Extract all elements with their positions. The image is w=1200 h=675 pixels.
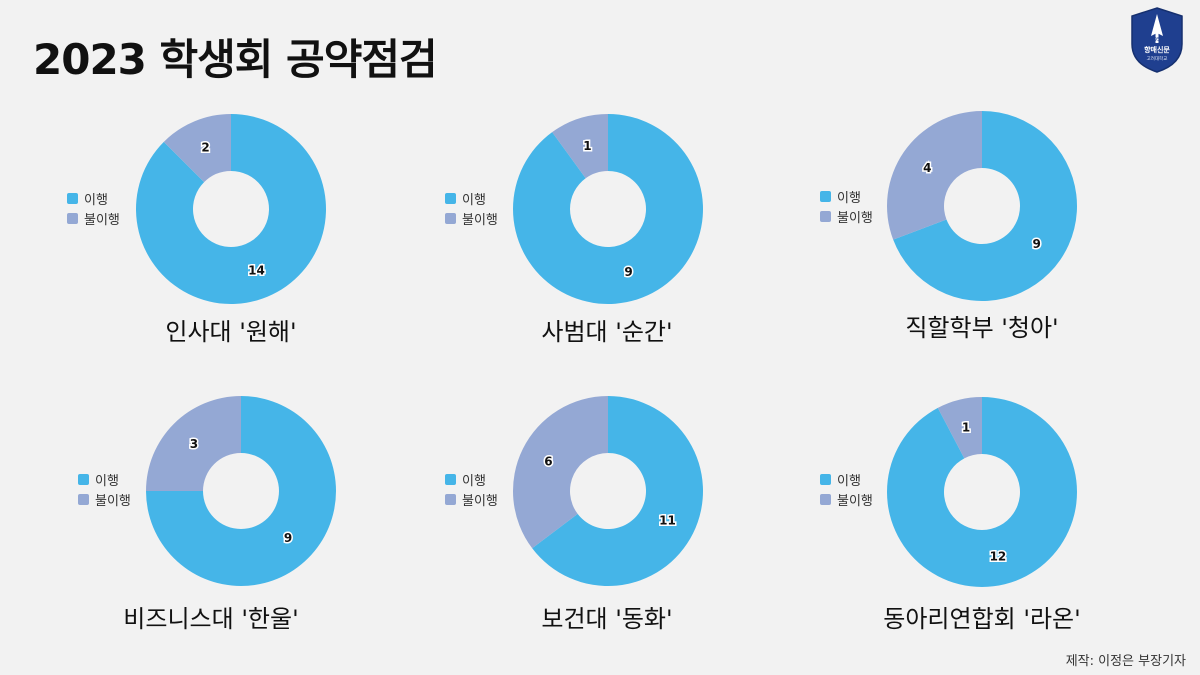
legend-swatch-implemented (67, 192, 78, 204)
legend-label-implemented: 이행 (462, 192, 486, 208)
newspaper-logo: 1954 향매신문 고려대학교 (1131, 7, 1183, 73)
slice-not-implemented (937, 397, 982, 459)
legend-swatch-not-implemented (445, 212, 456, 224)
logo-sub: 고려대학교 (1147, 55, 1168, 62)
legend-swatch-not-implemented (820, 493, 831, 505)
legend-item-not-implemented: 불이행 (820, 206, 873, 226)
legend-item-implemented: 이행 (445, 469, 498, 489)
slice-label-not-implemented: 3 (190, 437, 198, 451)
legend-item-not-implemented: 불이행 (820, 489, 873, 509)
donut-chart: 14 2 (136, 114, 326, 305)
chart-title: 동아리연합회 '라온' (883, 605, 1081, 633)
legend-swatch-implemented (820, 190, 831, 202)
slice-label-not-implemented: 1 (583, 139, 591, 153)
legend-swatch-not-implemented (820, 210, 831, 222)
legend-label-implemented: 이행 (84, 192, 108, 208)
legend-label-not-implemented: 불이행 (462, 212, 498, 228)
donut-chart: 91 (513, 114, 703, 304)
legend-label-not-implemented: 불이행 (837, 210, 873, 226)
credit-text: 제작: 이정은 부장기자 (1065, 654, 1186, 669)
slice-implemented (136, 114, 326, 305)
chart-panel-1: 이행 불이행 14 2 인사대 '원해' (65, 110, 365, 370)
slice-label-implemented: 11 (659, 514, 676, 528)
logo-name: 향매신문 (1144, 45, 1170, 54)
legend-label-implemented: 이행 (95, 473, 119, 489)
slice-not-implemented (513, 396, 608, 549)
legend-swatch-not-implemented (445, 493, 456, 505)
legend: 이행 불이행 (445, 469, 498, 509)
slice-label-implemented: 14 (248, 263, 265, 277)
legend-swatch-implemented (445, 473, 456, 485)
legend-swatch-implemented (820, 473, 831, 485)
legend-item-not-implemented: 불이행 (445, 208, 498, 228)
legend-label-not-implemented: 불이행 (95, 493, 131, 509)
legend: 이행 불이행 (78, 469, 131, 509)
legend-label-not-implemented: 불이행 (462, 493, 498, 509)
donut-chart: 94 (887, 111, 1077, 301)
slice-label-not-implemented: 1 (962, 420, 970, 434)
slice-not-implemented (552, 114, 608, 179)
chart-title: 직할학부 '청아' (905, 314, 1059, 342)
chart-title: 인사대 '원해' (165, 318, 297, 346)
slice-implemented (146, 396, 336, 586)
legend-swatch-implemented (78, 473, 89, 485)
legend-item-not-implemented: 불이행 (78, 489, 131, 509)
donut-chart: 93 (146, 396, 336, 586)
slice-label-implemented: 9 (1033, 237, 1041, 251)
slice-not-implemented (146, 396, 241, 491)
slice-label-not-implemented: 4 (923, 161, 931, 175)
slice-label-not-implemented: 2 (201, 141, 209, 155)
chart-panel-5: 이행 불이행 11 6 보건대 '동화' (443, 395, 743, 655)
legend-item-implemented: 이행 (820, 469, 873, 489)
legend-item-implemented: 이행 (820, 186, 873, 206)
legend-swatch-not-implemented (67, 212, 78, 224)
legend-item-not-implemented: 불이행 (445, 489, 498, 509)
chart-title: 사범대 '순간' (541, 318, 673, 346)
chart-title: 보건대 '동화' (541, 605, 673, 633)
slice-implemented (513, 114, 703, 304)
chart-title: 비즈니스대 '한울' (123, 605, 299, 633)
legend-label-implemented: 이행 (837, 190, 861, 206)
legend-label-not-implemented: 불이행 (837, 493, 873, 509)
legend-item-not-implemented: 불이행 (67, 208, 120, 228)
legend: 이행 불이행 (445, 188, 498, 228)
donut-chart: 11 6 (513, 396, 703, 586)
legend-item-implemented: 이행 (67, 188, 120, 208)
legend-label-implemented: 이행 (837, 473, 861, 489)
legend-item-implemented: 이행 (78, 469, 131, 489)
slice-label-implemented: 9 (624, 265, 632, 279)
slice-implemented (893, 111, 1077, 301)
slice-not-implemented (163, 114, 231, 183)
slice-label-not-implemented: 6 (544, 454, 552, 468)
legend-swatch-implemented (445, 192, 456, 204)
slice-label-implemented: 9 (284, 531, 292, 545)
legend-swatch-not-implemented (78, 493, 89, 505)
chart-panel-6: 이행 불이행 12 1 동아리연합회 '라온' (818, 395, 1118, 655)
page-title: 2023 학생회 공약점검 (33, 35, 438, 84)
slice-implemented (887, 397, 1077, 587)
legend: 이행 불이행 (820, 186, 873, 226)
slice-not-implemented (887, 111, 982, 240)
legend-item-implemented: 이행 (445, 188, 498, 208)
legend: 이행 불이행 (67, 188, 120, 228)
slice-implemented (532, 396, 703, 586)
donut-chart: 12 1 (887, 397, 1077, 587)
legend-label-implemented: 이행 (462, 473, 486, 489)
legend: 이행 불이행 (820, 469, 873, 509)
legend-label-not-implemented: 불이행 (84, 212, 120, 228)
logo-year: 1954 (1151, 37, 1164, 43)
slice-label-implemented: 12 (990, 550, 1007, 564)
